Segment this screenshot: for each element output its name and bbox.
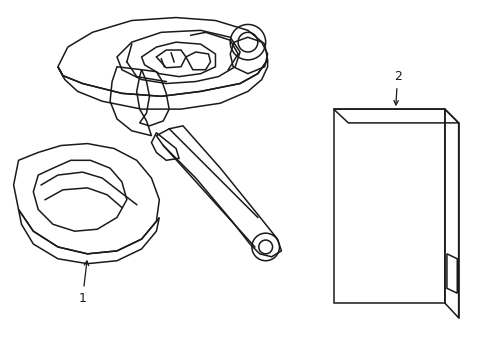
Text: 1: 1 (79, 261, 88, 305)
Text: 2: 2 (393, 70, 401, 105)
